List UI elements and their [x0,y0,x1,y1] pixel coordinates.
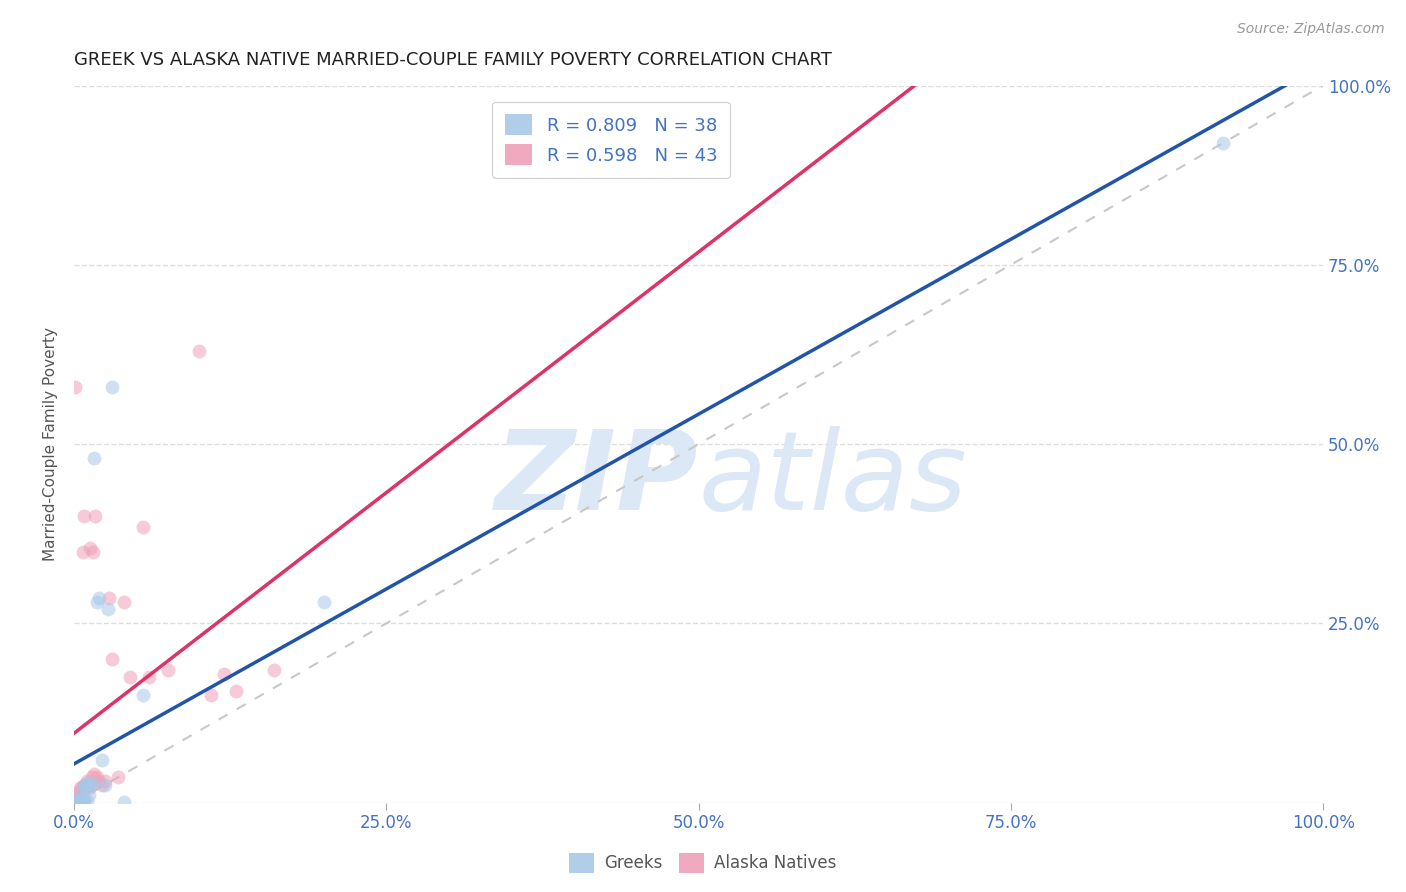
Point [107,771,129,785]
Point [138,670,160,684]
Point [70,794,93,808]
Point [94,774,117,789]
Point [72,795,94,809]
Point [65,792,87,806]
Point [76,778,98,792]
Point [79,778,101,792]
Point [65,793,87,807]
Point [83,451,105,466]
Point [100,380,122,394]
Point [97,602,120,616]
Point [69,795,91,809]
Point [312,595,335,609]
Point [90,753,112,767]
Legend: Greeks, Alaska Natives: Greeks, Alaska Natives [562,847,844,880]
Text: ZIP: ZIP [495,426,699,533]
Point [66,789,89,803]
Legend: R = 0.809   N = 38, R = 0.598   N = 43: R = 0.809 N = 38, R = 0.598 N = 43 [492,102,730,178]
Point [67,794,90,808]
Point [65,793,87,807]
Point [77,789,100,803]
Point [120,670,142,684]
Point [90,778,112,792]
Point [80,771,103,785]
Point [79,541,101,555]
Point [72,780,94,794]
Point [65,792,87,806]
Point [69,792,91,806]
Point [72,544,94,558]
Point [225,684,247,698]
Text: atlas: atlas [699,426,967,533]
Point [188,343,211,358]
Point [76,776,98,790]
Point [66,792,89,806]
Text: Source: ZipAtlas.com: Source: ZipAtlas.com [1237,22,1385,37]
Point [86,771,108,785]
Point [77,781,100,796]
Point [73,794,96,808]
Point [76,778,98,792]
Point [86,595,108,609]
Point [1212,136,1234,150]
Point [83,767,105,781]
Point [73,778,96,792]
Point [76,774,98,789]
Point [100,652,122,666]
Point [73,793,96,807]
Point [67,795,90,809]
Point [73,508,96,523]
Point [82,544,104,558]
Point [132,688,155,702]
Point [112,795,135,809]
Point [70,793,93,807]
Point [70,780,93,794]
Point [82,775,104,789]
Point [67,785,90,799]
Point [76,794,98,808]
Point [75,781,97,796]
Point [75,780,97,794]
Point [212,666,235,681]
Point [65,795,87,809]
Point [87,591,110,606]
Point [65,793,87,807]
Point [75,778,97,792]
Point [132,519,155,533]
Point [66,794,89,808]
Point [72,793,94,807]
Point [263,663,285,677]
Point [200,688,222,702]
Point [65,795,87,809]
Point [112,595,135,609]
Point [69,781,91,796]
Point [98,591,121,606]
Point [69,793,91,807]
Point [70,795,93,809]
Point [69,794,91,808]
Y-axis label: Married-Couple Family Poverty: Married-Couple Family Poverty [44,327,58,561]
Point [67,793,90,807]
Text: GREEK VS ALASKA NATIVE MARRIED-COUPLE FAMILY POVERTY CORRELATION CHART: GREEK VS ALASKA NATIVE MARRIED-COUPLE FA… [75,51,832,69]
Point [65,380,87,394]
Point [156,663,179,677]
Point [87,774,110,789]
Point [84,508,107,523]
Point [66,795,89,809]
Point [72,795,94,809]
Point [66,794,89,808]
Point [94,778,117,792]
Point [66,793,89,807]
